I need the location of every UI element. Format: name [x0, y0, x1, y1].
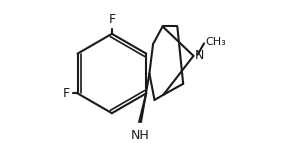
Text: NH: NH: [131, 129, 149, 142]
Text: CH₃: CH₃: [206, 37, 226, 47]
Text: F: F: [62, 87, 69, 100]
Text: F: F: [108, 13, 115, 26]
Text: N: N: [195, 49, 205, 62]
